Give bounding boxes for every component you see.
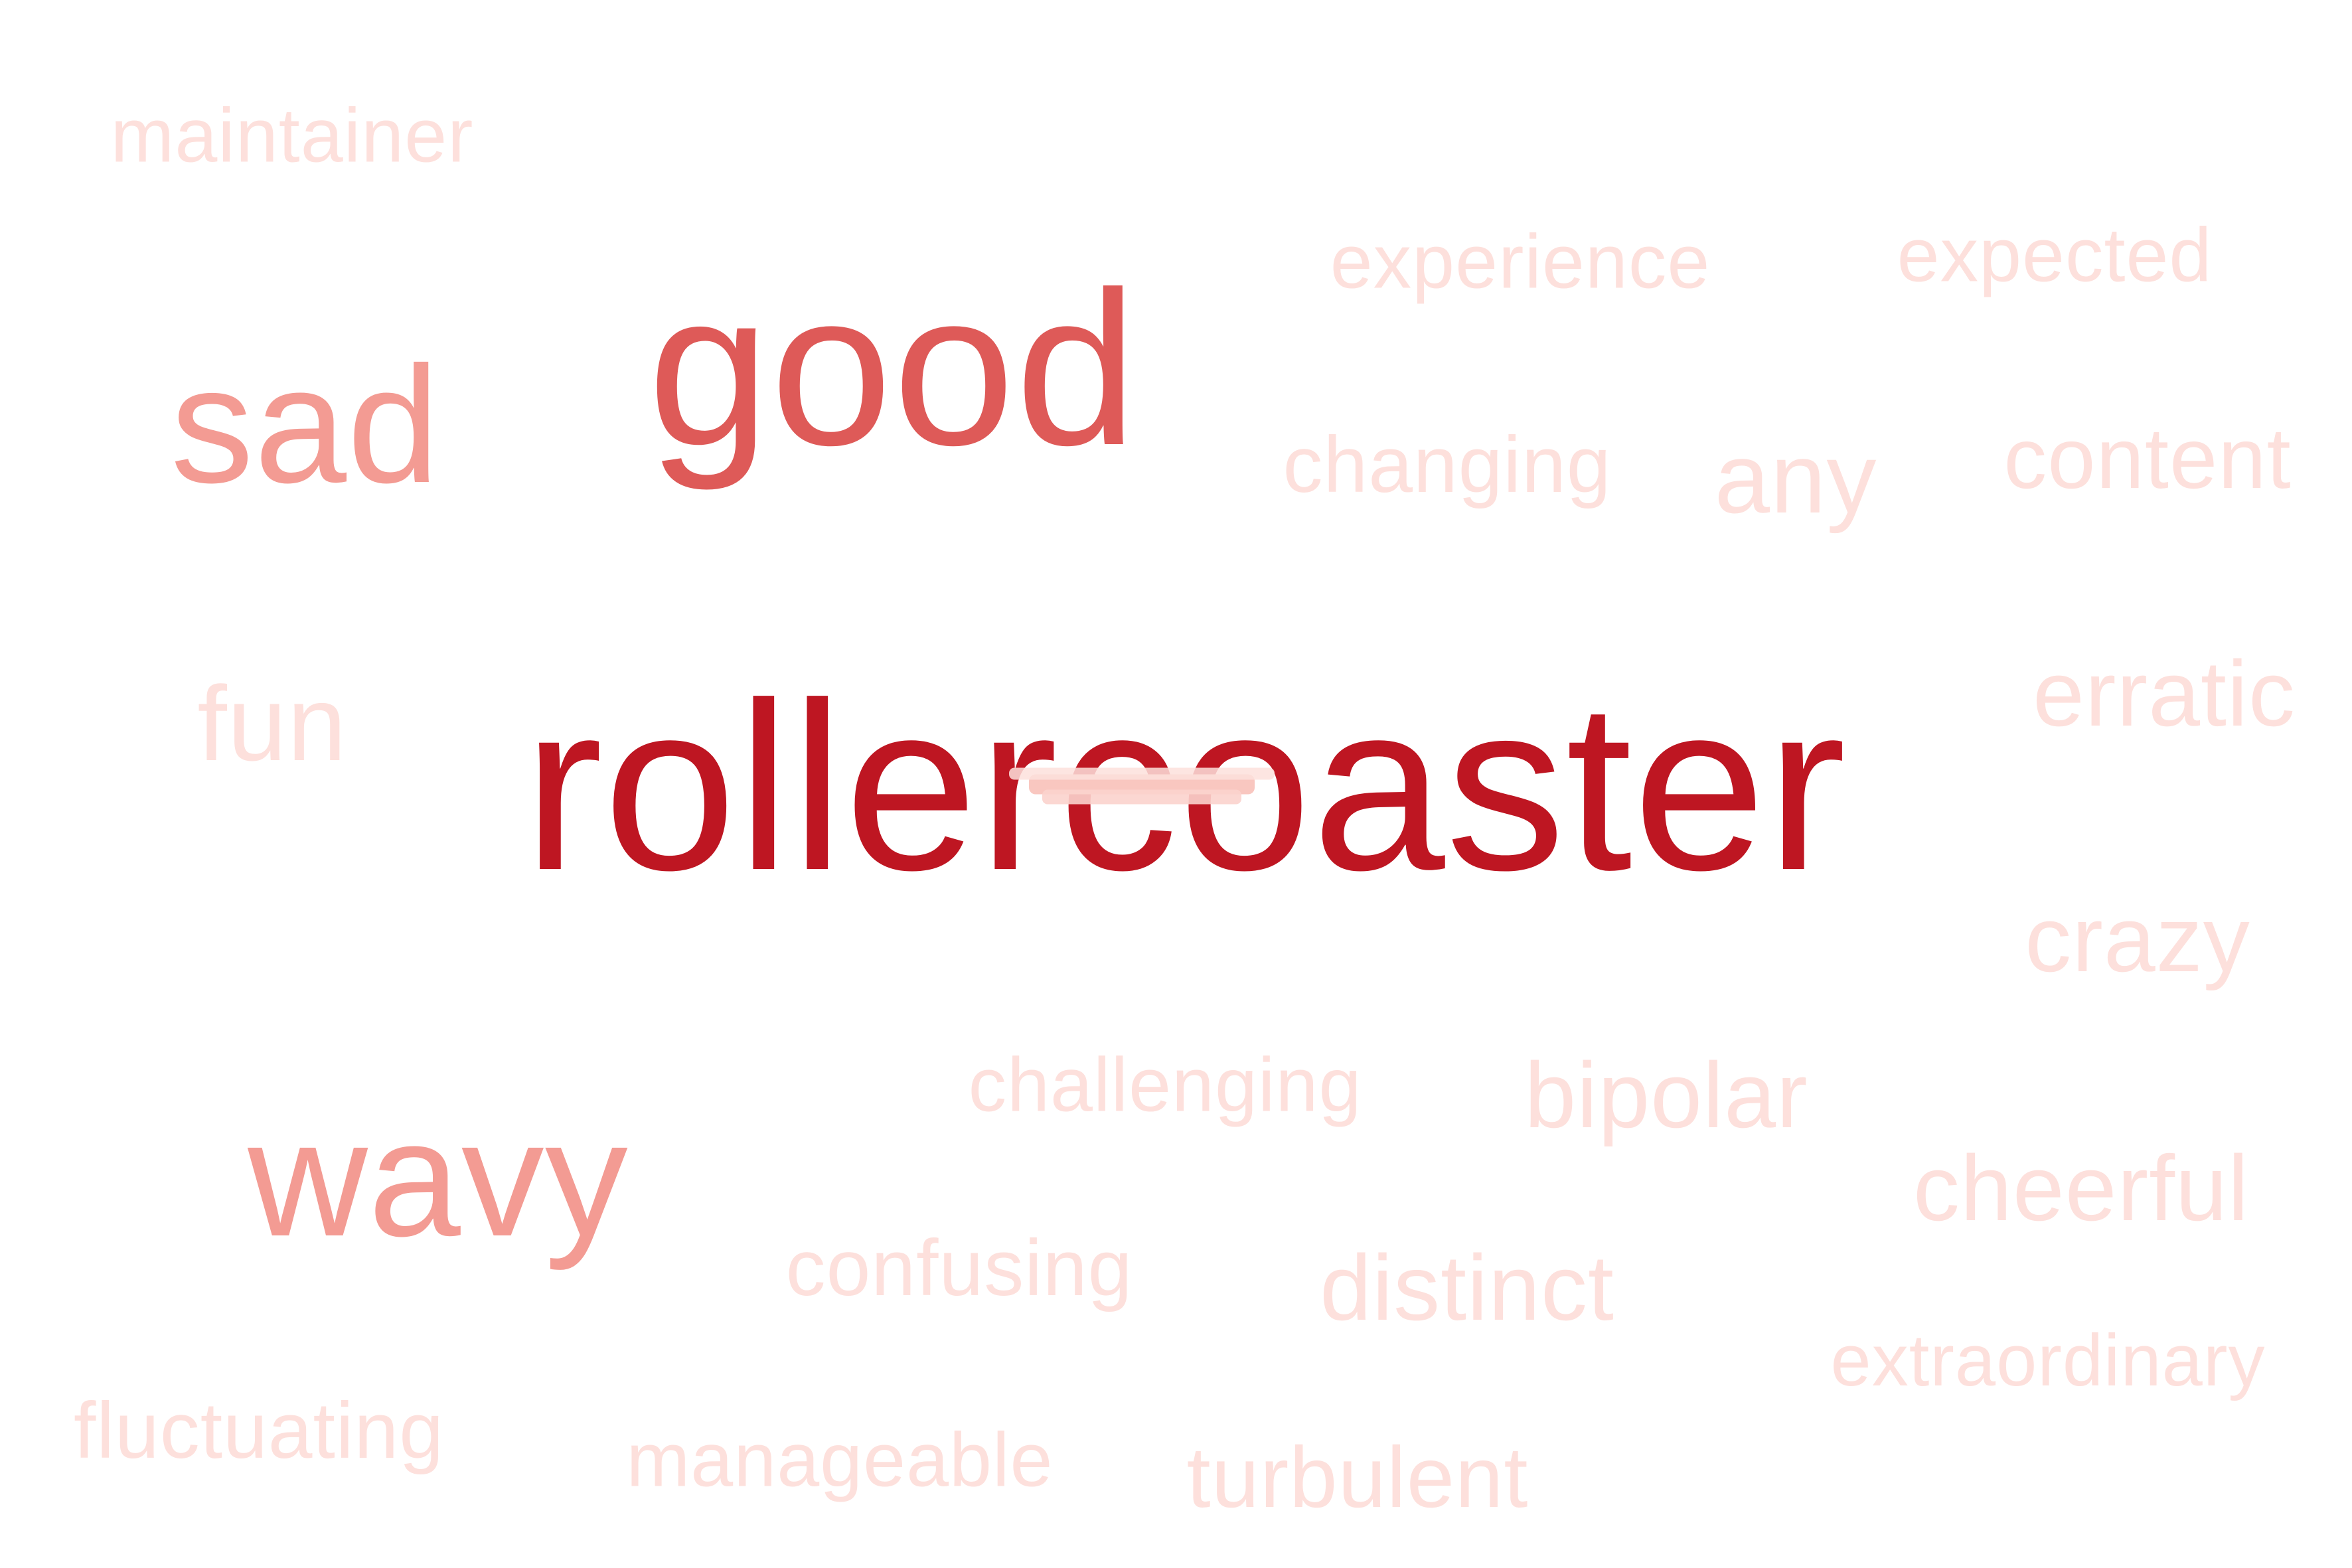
word-overlap-cluster [1002, 760, 1281, 821]
word-extraordinary: extraordinary [1830, 1320, 2266, 1401]
word-sad: sad [170, 332, 441, 517]
word-good: good [647, 246, 1138, 491]
word-content: content [2003, 410, 2292, 507]
word-manageable: manageable [626, 1417, 1054, 1503]
word-crazy: crazy [2025, 887, 2250, 991]
word-fluctuating: fluctuating [73, 1386, 445, 1475]
word-distinct: distinct [1320, 1235, 1614, 1340]
word-turbulent: turbulent [1186, 1429, 1529, 1526]
word-any: any [1714, 422, 1877, 534]
overlap-smudge [1009, 767, 1275, 805]
word-wavy: wavy [248, 1085, 629, 1271]
word-confusing: confusing [785, 1223, 1133, 1312]
word-expected: expected [1897, 212, 2213, 298]
word-experience: experience [1330, 219, 1711, 305]
word-maintainer: maintainer [110, 93, 474, 179]
word-fun: fun [197, 664, 347, 783]
word-challenging: challenging [968, 1042, 1362, 1128]
word-changing: changing [1283, 420, 1612, 509]
word-erratic: erratic [2033, 641, 2296, 745]
word-bipolar: bipolar [1524, 1043, 1808, 1147]
word-cheerful: cheerful [1913, 1136, 2250, 1240]
